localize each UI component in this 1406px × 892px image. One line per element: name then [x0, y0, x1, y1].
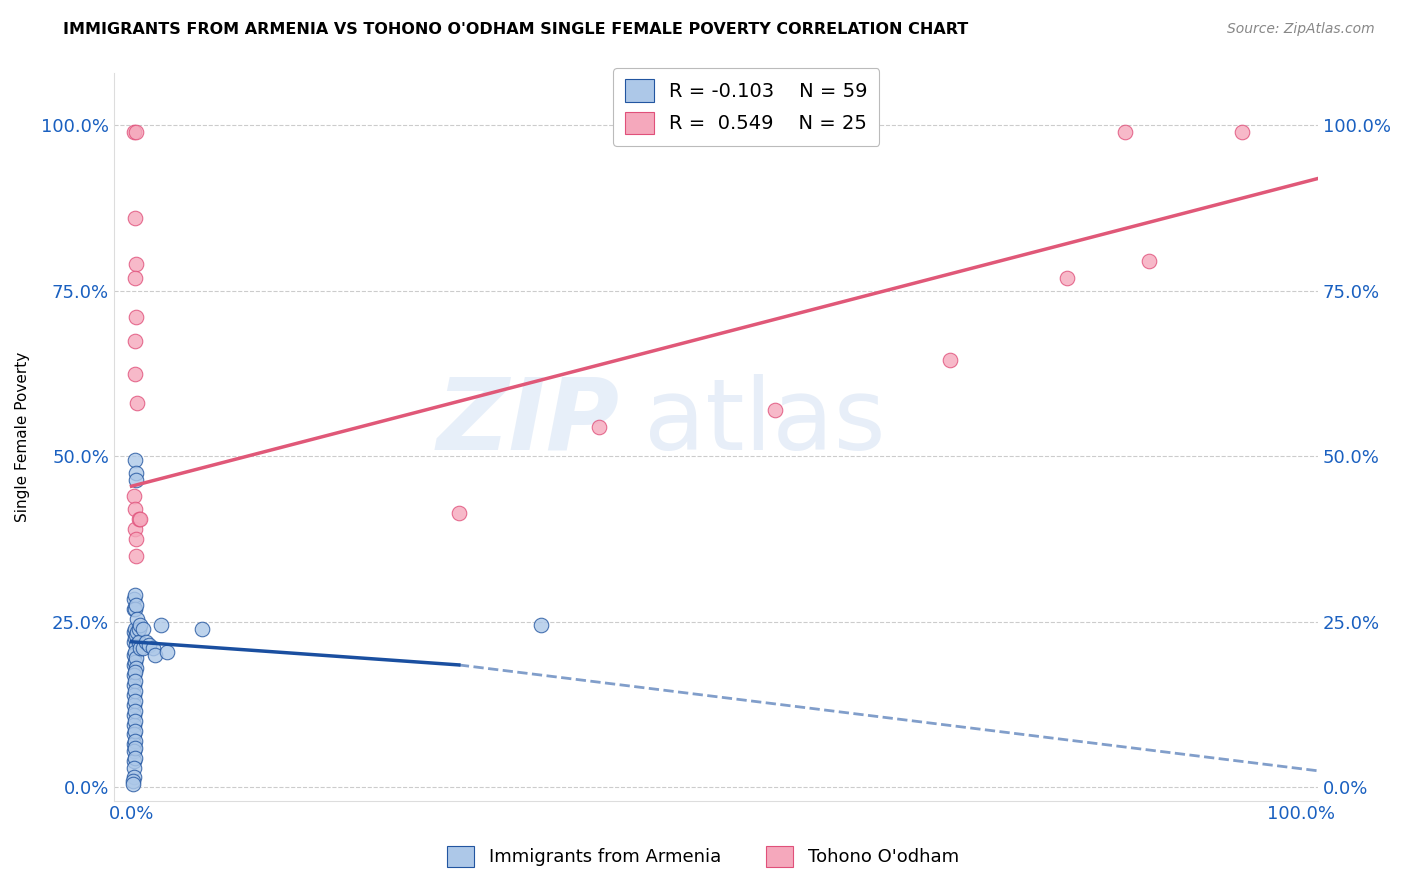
Point	[124, 684, 146, 698]
Point	[122, 717, 145, 731]
Point	[122, 591, 145, 606]
Point	[124, 367, 146, 381]
Point	[122, 707, 145, 722]
Point	[122, 678, 145, 692]
Point	[190, 622, 212, 636]
Point	[124, 655, 146, 669]
Point	[124, 704, 146, 718]
Point	[122, 771, 145, 785]
Point	[122, 760, 145, 774]
Point	[124, 740, 146, 755]
Text: IMMIGRANTS FROM ARMENIA VS TOHONO O'ODHAM SINGLE FEMALE POVERTY CORRELATION CHAR: IMMIGRANTS FROM ARMENIA VS TOHONO O'ODHA…	[63, 22, 969, 37]
Point	[128, 622, 150, 636]
Point	[143, 648, 166, 662]
Point	[132, 622, 155, 636]
Point	[1114, 125, 1136, 139]
Point	[821, 125, 844, 139]
Point	[588, 419, 610, 434]
Point	[1230, 125, 1253, 139]
Point	[127, 396, 149, 410]
Legend: R = -0.103    N = 59, R =  0.549    N = 25: R = -0.103 N = 59, R = 0.549 N = 25	[613, 68, 879, 145]
Point	[127, 624, 149, 639]
Point	[128, 512, 150, 526]
Point	[125, 651, 148, 665]
Point	[125, 125, 148, 139]
Point	[121, 773, 143, 788]
Point	[122, 601, 145, 615]
Point	[1137, 254, 1160, 268]
Point	[124, 502, 146, 516]
Legend: Immigrants from Armenia, Tohono O'odham: Immigrants from Armenia, Tohono O'odham	[440, 838, 966, 874]
Point	[122, 698, 145, 712]
Point	[125, 661, 148, 675]
Point	[122, 648, 145, 662]
Point	[122, 688, 145, 702]
Point	[125, 532, 148, 546]
Point	[124, 674, 146, 689]
Point	[939, 353, 962, 368]
Point	[122, 634, 145, 648]
Point	[124, 270, 146, 285]
Text: Source: ZipAtlas.com: Source: ZipAtlas.com	[1227, 22, 1375, 37]
Point	[125, 599, 148, 613]
Point	[128, 634, 150, 648]
Point	[125, 310, 148, 325]
Point	[125, 473, 148, 487]
Point	[124, 645, 146, 659]
Point	[125, 638, 148, 652]
Point	[124, 734, 146, 748]
Point	[447, 506, 470, 520]
Point	[122, 668, 145, 682]
Point	[124, 750, 146, 764]
Point	[132, 641, 155, 656]
Point	[125, 258, 148, 272]
Point	[142, 641, 165, 656]
Point	[124, 622, 146, 636]
Point	[135, 634, 157, 648]
Point	[122, 125, 145, 139]
Point	[124, 724, 146, 739]
Point	[149, 618, 172, 632]
Text: ZIP: ZIP	[437, 374, 620, 470]
Text: atlas: atlas	[644, 374, 886, 470]
Point	[122, 754, 145, 768]
Point	[124, 632, 146, 646]
Point	[124, 665, 146, 679]
Point	[122, 737, 145, 751]
Point	[125, 466, 148, 480]
Point	[124, 334, 146, 348]
Point	[125, 628, 148, 642]
Point	[124, 452, 146, 467]
Point	[122, 489, 145, 503]
Point	[138, 638, 160, 652]
Point	[127, 611, 149, 625]
Y-axis label: Single Female Poverty: Single Female Poverty	[15, 351, 30, 522]
Point	[155, 645, 177, 659]
Point	[124, 589, 146, 603]
Point	[124, 714, 146, 729]
Point	[122, 744, 145, 758]
Point	[122, 727, 145, 741]
Point	[128, 512, 150, 526]
Point	[122, 657, 145, 672]
Point	[121, 777, 143, 791]
Point	[128, 618, 150, 632]
Point	[763, 403, 786, 417]
Point	[1056, 270, 1078, 285]
Point	[124, 601, 146, 615]
Point	[128, 641, 150, 656]
Point	[124, 211, 146, 226]
Point	[530, 618, 553, 632]
Point	[124, 522, 146, 536]
Point	[124, 694, 146, 708]
Point	[125, 549, 148, 563]
Point	[122, 624, 145, 639]
